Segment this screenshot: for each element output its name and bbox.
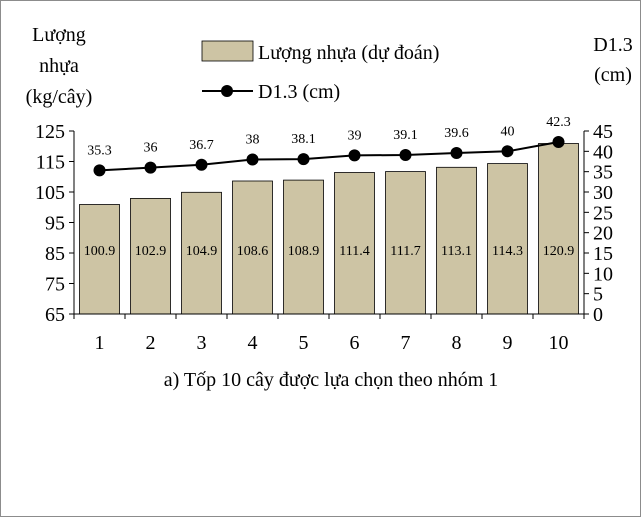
- right-tick-label: 30: [593, 182, 613, 204]
- right-axis-title: D1.3: [593, 34, 632, 56]
- right-tick-label: 45: [593, 121, 613, 143]
- legend-bar-swatch: [201, 40, 254, 62]
- line-value-label: 38: [246, 133, 260, 148]
- bar: [283, 179, 324, 315]
- x-tick-label: 3: [197, 332, 207, 354]
- x-tick-label: 7: [401, 332, 411, 354]
- bar-value-label: 102.9: [135, 244, 167, 259]
- labels-layer: 100.9 102.9 104.9 108.6 108.9 111.4 111.7 113.1…: [84, 115, 575, 391]
- chart-caption: a) Tốp 10 cây được lựa chọn theo nhóm 1: [164, 369, 499, 391]
- bar: [130, 197, 171, 315]
- bar-value-label: 100.9: [84, 244, 116, 259]
- line-value-label: 35.3: [87, 143, 112, 158]
- bar: [232, 180, 273, 315]
- right-tick-label: 25: [593, 202, 613, 224]
- left-tick-label: 105: [35, 182, 65, 204]
- right-tick-label: 40: [593, 141, 613, 163]
- line-value-label: 42.3: [546, 115, 571, 130]
- legend: Lượng nhựa (dự đoán) D1.3 (cm): [201, 40, 439, 103]
- line-point: [348, 149, 361, 162]
- bar: [436, 166, 477, 315]
- line-point: [399, 149, 412, 161]
- line-point: [501, 145, 514, 158]
- x-tick-label: 9: [503, 332, 513, 354]
- line-value-label: 39: [348, 128, 362, 143]
- bar: [487, 163, 528, 315]
- left-axis-title: nhựa: [39, 55, 79, 77]
- legend-line-marker: [221, 85, 233, 97]
- bar-value-label: 114.3: [492, 244, 523, 259]
- right-tick-label: 0: [593, 304, 603, 326]
- line-value-label: 39.6: [444, 126, 469, 141]
- line-point: [246, 153, 259, 166]
- line-point: [144, 161, 157, 174]
- bar: [79, 204, 120, 315]
- left-axis-title: Lượng: [32, 24, 86, 46]
- line-point: [450, 147, 463, 159]
- x-tick-label: 2: [146, 332, 156, 354]
- bar: [334, 172, 375, 315]
- legend-bar-label: Lượng nhựa (dự đoán): [258, 42, 439, 64]
- right-tick-label: 35: [593, 162, 613, 184]
- x-tick-label: 10: [549, 332, 569, 354]
- bar-value-label: 113.1: [441, 244, 472, 259]
- left-tick-label: 75: [45, 274, 65, 296]
- line-value-label: 40: [501, 124, 515, 139]
- line-value-label: 39.1: [393, 128, 418, 143]
- legend-line-label: D1.3 (cm): [258, 81, 340, 103]
- line-value-label: 38.1: [291, 132, 316, 147]
- line-point: [552, 136, 565, 148]
- left-tick-label: 115: [36, 152, 65, 174]
- right-tick-label: 20: [593, 223, 613, 245]
- x-tick-label: 6: [350, 332, 360, 354]
- right-tick-label: 5: [593, 284, 603, 306]
- line-value-label: 36: [144, 141, 158, 156]
- line-point: [93, 164, 106, 177]
- bar: [385, 171, 426, 315]
- bar-value-label: 120.9: [543, 244, 575, 259]
- left-tick-label: 85: [45, 243, 65, 265]
- line-point: [195, 158, 208, 171]
- bar-value-label: 111.4: [339, 244, 369, 259]
- left-tick-label: 95: [45, 213, 65, 235]
- bar: [181, 191, 222, 315]
- bar-value-label: 111.7: [390, 244, 420, 259]
- left-tick-label: 65: [45, 304, 65, 326]
- line-point: [297, 153, 310, 166]
- x-tick-label: 5: [299, 332, 309, 354]
- x-tick-label: 8: [452, 332, 462, 354]
- left-axis-title: (kg/cây): [26, 86, 93, 108]
- x-tick-label: 4: [248, 332, 258, 354]
- right-axis-title: (cm): [594, 64, 632, 86]
- x-tick-label: 1: [95, 332, 105, 354]
- d13-line: [99, 141, 559, 172]
- left-tick-label: 125: [35, 121, 65, 143]
- line-layer: [93, 136, 565, 177]
- right-tick-label: 10: [593, 263, 613, 285]
- right-tick-label: 15: [593, 243, 613, 265]
- bars-layer: [79, 143, 579, 315]
- bar-value-label: 104.9: [186, 244, 218, 259]
- bar-value-label: 108.6: [237, 244, 269, 259]
- bar-value-label: 108.9: [288, 244, 320, 259]
- bar: [538, 143, 579, 315]
- line-value-label: 36.7: [189, 138, 214, 153]
